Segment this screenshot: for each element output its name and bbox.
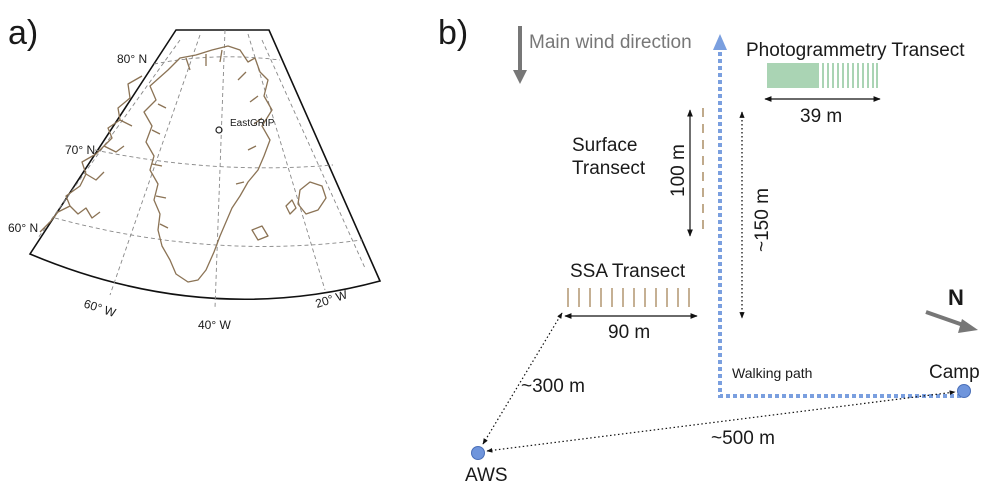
ssa-ticks <box>567 288 690 307</box>
camp-distance: ~500 m <box>711 428 775 449</box>
eastgrip-marker <box>215 126 223 134</box>
aws-label: AWS <box>465 465 508 485</box>
wind-arrow-icon <box>513 70 527 84</box>
map-frame <box>28 29 382 301</box>
ssa-length: 90 m <box>608 322 650 343</box>
lon-label-60w: 60° W <box>82 297 118 321</box>
panel-a: a) EastGRIP 80° N 70° N <box>8 14 382 332</box>
path-length: ~150 m <box>752 188 773 252</box>
aws-marker <box>471 446 485 460</box>
north-arrow-shaft <box>925 310 967 328</box>
lat-label-80: 80° N <box>117 52 147 66</box>
north-label: N <box>948 285 964 310</box>
coastlines <box>39 45 327 283</box>
surface-length: 100 m <box>668 144 689 197</box>
surface-title-line2: Transect <box>572 158 646 179</box>
lat-label-70: 70° N <box>65 143 95 157</box>
eastgrip-label: EastGRIP <box>230 118 275 129</box>
panel-b-label: b) <box>438 14 468 52</box>
canada-coast <box>39 75 143 233</box>
photogrammetry-ticks <box>767 63 878 88</box>
north-arrow-icon <box>958 319 978 333</box>
iceland <box>285 199 297 215</box>
photogrammetry-length: 39 m <box>800 106 842 127</box>
lon-label-40w: 40° W <box>198 318 231 332</box>
camp-label: Camp <box>929 362 980 383</box>
panel-a-label: a) <box>8 14 38 52</box>
greenland-outline <box>143 45 273 283</box>
aws-camp-connector <box>486 390 956 453</box>
ssa-title: SSA Transect <box>570 261 686 282</box>
walking-path-label: Walking path <box>732 365 812 381</box>
photogrammetry-title: Photogrammetry Transect <box>746 40 965 61</box>
path-arrow-icon <box>713 34 727 50</box>
graticule <box>37 29 366 309</box>
aws-distance: ~300 m <box>521 376 585 397</box>
wind-label: Main wind direction <box>529 32 692 53</box>
camp-marker <box>957 384 971 398</box>
svalbard <box>297 181 327 215</box>
surface-title-line1: Surface <box>572 135 637 156</box>
panel-b: b) Main wind direction Walking path Phot… <box>438 14 980 485</box>
lat-label-60: 60° N <box>8 221 38 235</box>
